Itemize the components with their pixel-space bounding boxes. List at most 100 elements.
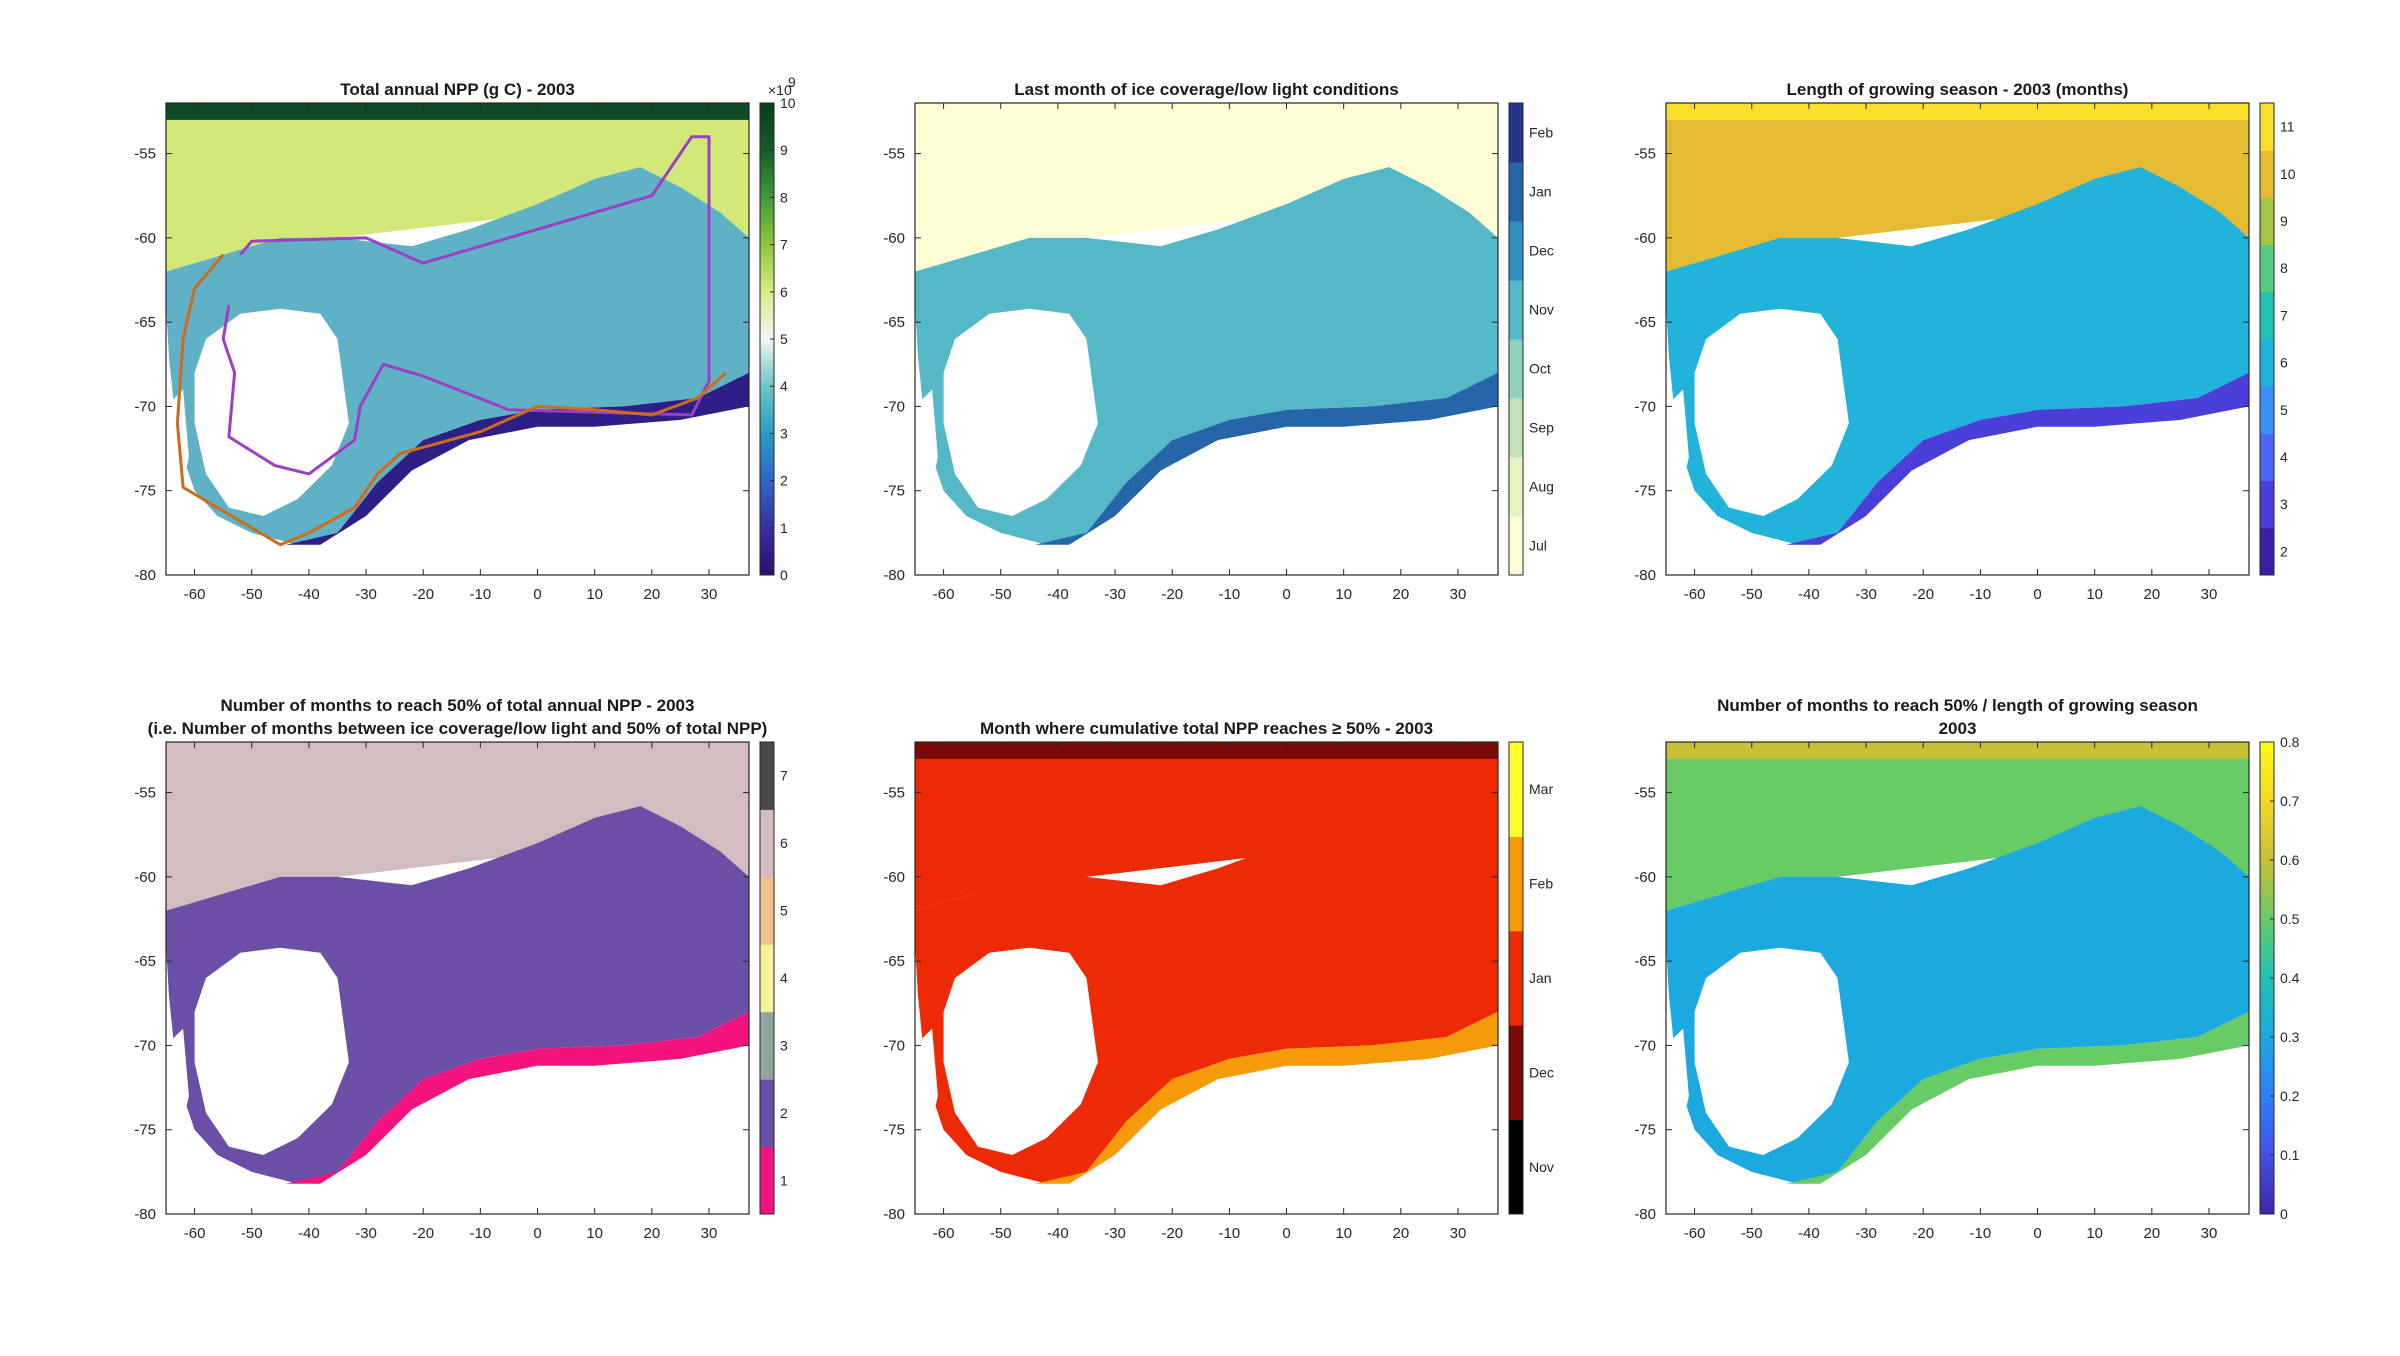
colorbar-label: Oct bbox=[1529, 361, 1551, 377]
x-tick-label: -10 bbox=[1970, 586, 1992, 603]
colorbar-swatch bbox=[760, 1146, 774, 1215]
colorbar-tick-label: 9 bbox=[780, 142, 788, 158]
panel-title: Length of growing season - 2003 (months) bbox=[1787, 80, 2129, 99]
x-tick-label: -40 bbox=[1798, 1225, 1820, 1242]
colorbar-label: Feb bbox=[1529, 876, 1553, 892]
y-tick-label: -80 bbox=[134, 1206, 156, 1223]
x-tick-label: -20 bbox=[412, 1225, 434, 1242]
south-blank bbox=[1666, 423, 2249, 575]
colorbar-tick-label: 0.6 bbox=[2280, 852, 2300, 868]
top-strip bbox=[166, 742, 749, 759]
x-tick-label: 30 bbox=[701, 1225, 718, 1242]
x-tick-label: 20 bbox=[643, 1225, 660, 1242]
x-tick-label: -60 bbox=[1684, 1225, 1706, 1242]
x-tick-label: -20 bbox=[1161, 1225, 1183, 1242]
x-tick-label: 20 bbox=[2143, 1225, 2160, 1242]
x-tick-label: 10 bbox=[586, 1225, 603, 1242]
y-tick-label: -75 bbox=[134, 1122, 156, 1139]
colorbar-swatch bbox=[1509, 930, 1523, 1026]
colorbar-tick-label: 0.3 bbox=[2280, 1029, 2300, 1045]
colorbar-swatch bbox=[1509, 516, 1523, 576]
overlay-line-purple bbox=[221, 135, 711, 476]
colorbar-swatch bbox=[1509, 221, 1523, 281]
x-tick-label: -10 bbox=[1970, 1225, 1992, 1242]
y-tick-label: -55 bbox=[1634, 146, 1656, 163]
y-tick-label: -65 bbox=[883, 314, 905, 331]
south-blank bbox=[915, 1062, 1498, 1214]
colorbar-label: 4 bbox=[780, 970, 788, 986]
y-tick-label: -70 bbox=[1634, 1037, 1656, 1054]
x-tick-label: 0 bbox=[2033, 1225, 2041, 1242]
x-tick-label: -40 bbox=[298, 1225, 320, 1242]
y-tick-label: -70 bbox=[134, 1037, 156, 1054]
x-tick-label: -60 bbox=[184, 1225, 206, 1242]
colorbar-label: 3 bbox=[780, 1037, 788, 1053]
south-blank bbox=[166, 1062, 749, 1214]
top-strip bbox=[1666, 742, 2249, 759]
x-tick-label: 30 bbox=[2201, 586, 2218, 603]
colorbar-label: 4 bbox=[2280, 449, 2288, 465]
x-tick-label: -30 bbox=[1855, 1225, 1877, 1242]
colorbar-label: 7 bbox=[2280, 307, 2288, 323]
x-tick-label: -60 bbox=[1684, 586, 1706, 603]
colorbar-label: 2 bbox=[780, 1105, 788, 1121]
colorbar-month_half: Nov Dec Jan Feb Mar bbox=[1508, 741, 1554, 1215]
panel-title: 2003 bbox=[1939, 719, 1977, 738]
colorbar-growing_season: 2 3 4 5 6 7 8 9 10 11 bbox=[2259, 102, 2296, 576]
y-tick-label: -80 bbox=[883, 567, 905, 584]
colorbar-label: 11 bbox=[2280, 119, 2295, 135]
north-band bbox=[915, 103, 1498, 272]
colorbar-tick-label: 2 bbox=[780, 473, 788, 489]
colorbar-label: 10 bbox=[2280, 166, 2296, 182]
colorbar-exponent-power: 9 bbox=[788, 74, 796, 90]
axes-box bbox=[1665, 102, 2250, 576]
x-tick-label: -40 bbox=[1047, 586, 1069, 603]
colorbar-tick-label: 8 bbox=[780, 189, 788, 205]
x-tick-label: -60 bbox=[184, 586, 206, 603]
x-tick-label: 0 bbox=[533, 586, 541, 603]
y-tick-label: -65 bbox=[134, 953, 156, 970]
x-tick-label: -40 bbox=[298, 586, 320, 603]
map-ratio bbox=[1666, 742, 2249, 1214]
panel-title: Number of months to reach 50% / length o… bbox=[1717, 696, 2198, 715]
north-band bbox=[1666, 103, 2249, 272]
y-tick-label: -55 bbox=[134, 146, 156, 163]
top-strip bbox=[166, 103, 749, 120]
colorbar-swatch bbox=[2260, 244, 2274, 293]
colorbar-label: Dec bbox=[1529, 1064, 1554, 1080]
colorbar-label: Jan bbox=[1529, 184, 1552, 200]
panel-months_to_half: -60 -50 -40 -30 -20 -10 0 10 20 30 -55 -60 -65 -70 -75… bbox=[134, 696, 788, 1242]
colorbar-swatch bbox=[2260, 339, 2274, 387]
x-tick-label: 0 bbox=[2033, 586, 2041, 603]
colorbar-tick-label: 0.2 bbox=[2280, 1088, 2300, 1104]
colorbar-last_ice_month: Jul Aug Sep Oct Nov Dec Jan Feb bbox=[1508, 102, 1554, 576]
y-tick-label: -75 bbox=[1634, 483, 1656, 500]
x-tick-label: -50 bbox=[241, 586, 263, 603]
colorbar-label: Jan bbox=[1529, 970, 1552, 986]
panel-ratio: -60 -50 -40 -30 -20 -10 0 10 20 30 -55 -60 -65 -70 -75… bbox=[1634, 696, 2299, 1242]
x-tick-label: 30 bbox=[701, 586, 718, 603]
colorbar-swatch bbox=[760, 876, 774, 945]
panel-title: (i.e. Number of months between ice cover… bbox=[148, 719, 768, 738]
colorbar-frame bbox=[1508, 102, 1524, 576]
coastal-fringe bbox=[286, 1011, 749, 1184]
x-tick-label: -50 bbox=[1741, 1225, 1763, 1242]
x-tick-label: -50 bbox=[990, 1225, 1012, 1242]
colorbar-swatch bbox=[1509, 836, 1523, 932]
colorbar-frame bbox=[759, 741, 775, 1215]
x-tick-label: -10 bbox=[470, 1225, 492, 1242]
axes-box bbox=[165, 102, 750, 576]
panel-growing_season: -60 -50 -40 -30 -20 -10 0 10 20 30 -55 -60 -65 -70 -75… bbox=[1634, 80, 2295, 603]
y-tick-label: -55 bbox=[883, 146, 905, 163]
panel-title: Last month of ice coverage/low light con… bbox=[1014, 80, 1398, 99]
y-tick-label: -75 bbox=[134, 483, 156, 500]
map-growing_season bbox=[1666, 103, 2249, 575]
colorbar-swatch bbox=[760, 809, 774, 878]
map-last_ice_month bbox=[915, 103, 1498, 575]
panel-npp_total: -60 -50 -40 -30 -20 -10 0 10 20 30-55-60-65-70-75… bbox=[134, 74, 796, 603]
colorbar-swatch bbox=[760, 944, 774, 1013]
x-tick-label: -20 bbox=[1912, 586, 1934, 603]
colorbar-swatch bbox=[760, 1011, 774, 1080]
y-tick-label: -55 bbox=[134, 785, 156, 802]
colorbar-swatch bbox=[1509, 742, 1523, 837]
